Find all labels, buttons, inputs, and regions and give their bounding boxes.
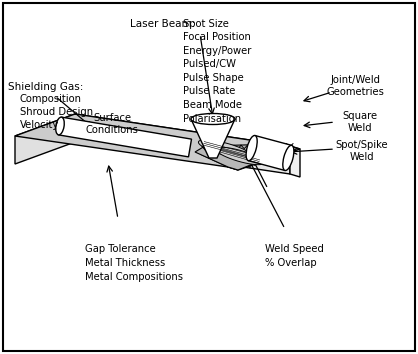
Polygon shape bbox=[15, 114, 75, 164]
Text: Laser Beam:: Laser Beam: bbox=[130, 19, 195, 29]
Ellipse shape bbox=[191, 114, 235, 125]
Ellipse shape bbox=[56, 117, 64, 135]
Text: Surface
Conditions: Surface Conditions bbox=[86, 113, 138, 135]
Text: Beam Mode: Beam Mode bbox=[183, 100, 242, 110]
Polygon shape bbox=[228, 146, 300, 170]
Text: Pulse Shape: Pulse Shape bbox=[183, 73, 244, 83]
Polygon shape bbox=[200, 154, 238, 170]
Text: Velocity: Velocity bbox=[20, 120, 59, 130]
Polygon shape bbox=[290, 146, 300, 177]
Text: Spot Size: Spot Size bbox=[183, 19, 229, 29]
Text: Energy/Power: Energy/Power bbox=[183, 46, 251, 56]
Polygon shape bbox=[59, 117, 191, 157]
Polygon shape bbox=[191, 119, 235, 158]
Polygon shape bbox=[199, 140, 252, 158]
Polygon shape bbox=[75, 114, 290, 174]
Text: Focal Position: Focal Position bbox=[183, 33, 251, 42]
Text: Pulse Rate: Pulse Rate bbox=[183, 86, 235, 97]
Ellipse shape bbox=[283, 145, 294, 171]
Text: Shroud Design: Shroud Design bbox=[20, 107, 93, 117]
Text: Composition: Composition bbox=[20, 94, 82, 104]
Polygon shape bbox=[248, 136, 292, 171]
Text: Shielding Gas:: Shielding Gas: bbox=[8, 82, 83, 92]
Text: Joint/Weld
Geometries: Joint/Weld Geometries bbox=[326, 75, 384, 97]
Text: Polarisation: Polarisation bbox=[183, 114, 241, 124]
Polygon shape bbox=[216, 147, 264, 165]
Text: Gap Tolerance
Metal Thickness
Metal Compositions: Gap Tolerance Metal Thickness Metal Comp… bbox=[85, 244, 183, 282]
Polygon shape bbox=[15, 114, 290, 167]
Text: Pulsed/CW: Pulsed/CW bbox=[183, 59, 236, 69]
Text: Square
Weld: Square Weld bbox=[342, 111, 377, 133]
Text: Spot/Spike
Weld: Spot/Spike Weld bbox=[336, 140, 388, 162]
Ellipse shape bbox=[246, 136, 257, 161]
Text: Weld Speed
% Overlap: Weld Speed % Overlap bbox=[265, 244, 324, 268]
Polygon shape bbox=[195, 144, 290, 170]
